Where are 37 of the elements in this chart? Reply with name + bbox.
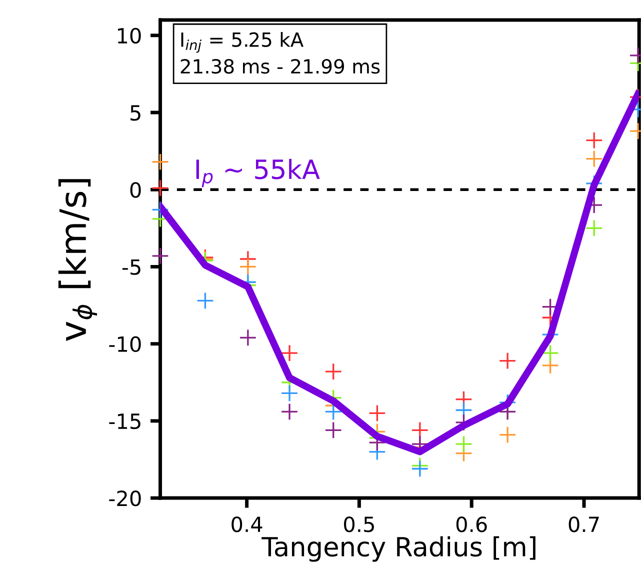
- point: [368, 404, 386, 422]
- y-tick-label: 0: [130, 182, 141, 198]
- point: [411, 421, 429, 439]
- point: [280, 384, 298, 402]
- x-tick-label: 0.5: [344, 516, 374, 532]
- point: [411, 460, 429, 478]
- point: [239, 258, 257, 276]
- x-tick-label: 0.7: [568, 516, 599, 532]
- point: [239, 328, 257, 346]
- point: [324, 421, 342, 439]
- point: [498, 426, 516, 444]
- point: [196, 292, 214, 310]
- point: [280, 344, 298, 362]
- point: [324, 402, 342, 420]
- point: [498, 352, 516, 370]
- point: [280, 402, 298, 420]
- point: [324, 362, 342, 380]
- point: [542, 344, 560, 362]
- point: [151, 247, 170, 265]
- point: [454, 435, 472, 453]
- point: [585, 132, 603, 150]
- y-tick-label: -5: [122, 259, 140, 275]
- x-axis-title: Tangency Radius [m]: [262, 536, 536, 562]
- x-tick-label: 0.4: [232, 516, 262, 532]
- y-tick-label: 5: [130, 105, 140, 121]
- point: [151, 179, 170, 197]
- y-tick-label: -10: [109, 336, 141, 352]
- annotation: I$_{inj}$ = 5.25 kA 21.38 ms - 21.99 ms: [180, 32, 380, 74]
- y-axis-title: v$_{ϕ}$ [km/s]: [58, 179, 98, 341]
- y-tick-label: -20: [109, 490, 141, 506]
- point: [151, 153, 170, 171]
- annotation: I$_{p}$ ~ 55kA: [196, 158, 320, 188]
- point: [585, 150, 603, 168]
- x-tick-label: 0.6: [456, 516, 487, 532]
- y-tick-label: -15: [109, 414, 140, 430]
- y-tick-label: 10: [118, 28, 141, 44]
- point: [585, 219, 603, 237]
